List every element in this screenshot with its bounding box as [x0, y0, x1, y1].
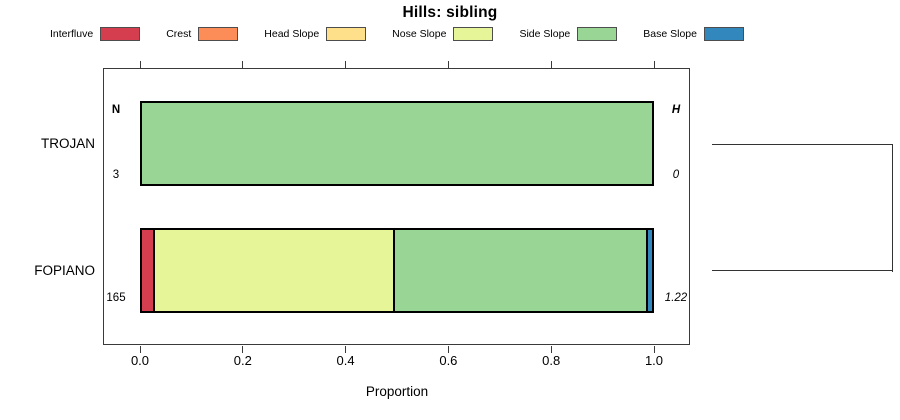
bar-segment-fopiano-side-slope — [392, 230, 646, 311]
x-axis-tick-top-0.6 — [447, 61, 449, 68]
row-label-trojan: TROJAN — [41, 136, 95, 151]
legend-item-crest: Crest — [166, 27, 239, 41]
dendrogram-branch-trojan — [712, 143, 893, 145]
x-axis-tick-bottom-0.8 — [550, 346, 552, 353]
bar-segment-fopiano-base-slope — [645, 230, 652, 311]
dendrogram-branch-fopiano — [712, 269, 893, 271]
x-axis-tick-top-0.8 — [550, 61, 552, 68]
legend-swatch-nose-slope — [453, 27, 494, 41]
x-axis-tick-label-0.4: 0.4 — [336, 353, 355, 368]
stacked-bar-fopiano — [140, 228, 654, 313]
x-axis-tick-label-0.6: 0.6 — [439, 353, 458, 368]
bar-segment-trojan-side-slope — [142, 103, 652, 184]
x-axis-tick-top-0.2 — [242, 61, 244, 68]
legend-label-crest: Crest — [166, 28, 192, 40]
legend-swatch-crest — [198, 27, 239, 41]
x-axis-tick-bottom-0.6 — [447, 346, 449, 353]
x-axis-tick-top-1.0 — [653, 61, 655, 68]
legend-label-interfluve: Interfluve — [50, 28, 94, 40]
x-axis-tick-label-1.0: 1.0 — [644, 353, 664, 368]
legend-item-head-slope: Head Slope — [264, 27, 367, 41]
legend-label-base-slope: Base Slope — [643, 28, 697, 40]
legend-swatch-side-slope — [577, 27, 618, 41]
x-axis-tick-bottom-0.4 — [345, 346, 347, 353]
x-axis-tick-label-0.0: 0.0 — [130, 353, 150, 368]
h-value-fopiano: 1.22 — [664, 292, 688, 304]
h-value-trojan: 0 — [672, 169, 680, 181]
n-column-header: N — [111, 104, 121, 116]
legend-item-interfluve: Interfluve — [50, 27, 141, 41]
legend-item-nose-slope: Nose Slope — [392, 27, 494, 41]
x-axis-tick-bottom-0.0 — [139, 346, 141, 353]
h-column-header: H — [671, 104, 681, 116]
x-axis-tick-label-0.8: 0.8 — [542, 353, 561, 368]
legend-swatch-interfluve — [100, 27, 141, 41]
stacked-bar-trojan — [140, 101, 654, 186]
legend-label-head-slope: Head Slope — [264, 28, 320, 40]
row-label-fopiano: FOPIANO — [34, 263, 95, 278]
legend-item-base-slope: Base Slope — [643, 27, 744, 41]
n-value-fopiano: 165 — [106, 292, 126, 304]
x-axis-tick-bottom-1.0 — [653, 346, 655, 353]
chart-title: Hills: sibling — [402, 4, 498, 21]
legend-label-nose-slope: Nose Slope — [392, 28, 447, 40]
legend-swatch-base-slope — [703, 27, 744, 41]
bar-segment-fopiano-interfluve — [142, 230, 153, 311]
x-axis-tick-label-0.2: 0.2 — [233, 353, 252, 368]
legend: Interfluve Crest Head Slope Nose Slope Side … — [50, 25, 744, 43]
legend-item-side-slope: Side Slope — [519, 27, 618, 41]
legend-label-side-slope: Side Slope — [519, 28, 571, 40]
dendrogram-join — [891, 143, 893, 272]
x-axis-tick-top-0.0 — [139, 61, 141, 68]
x-axis-tick-top-0.4 — [345, 61, 347, 68]
legend-swatch-head-slope — [326, 27, 367, 41]
x-axis-tick-bottom-0.2 — [242, 346, 244, 353]
n-value-trojan: 3 — [112, 169, 120, 181]
bar-segment-fopiano-nose-slope — [152, 230, 393, 311]
x-axis-title: Proportion — [365, 384, 429, 399]
